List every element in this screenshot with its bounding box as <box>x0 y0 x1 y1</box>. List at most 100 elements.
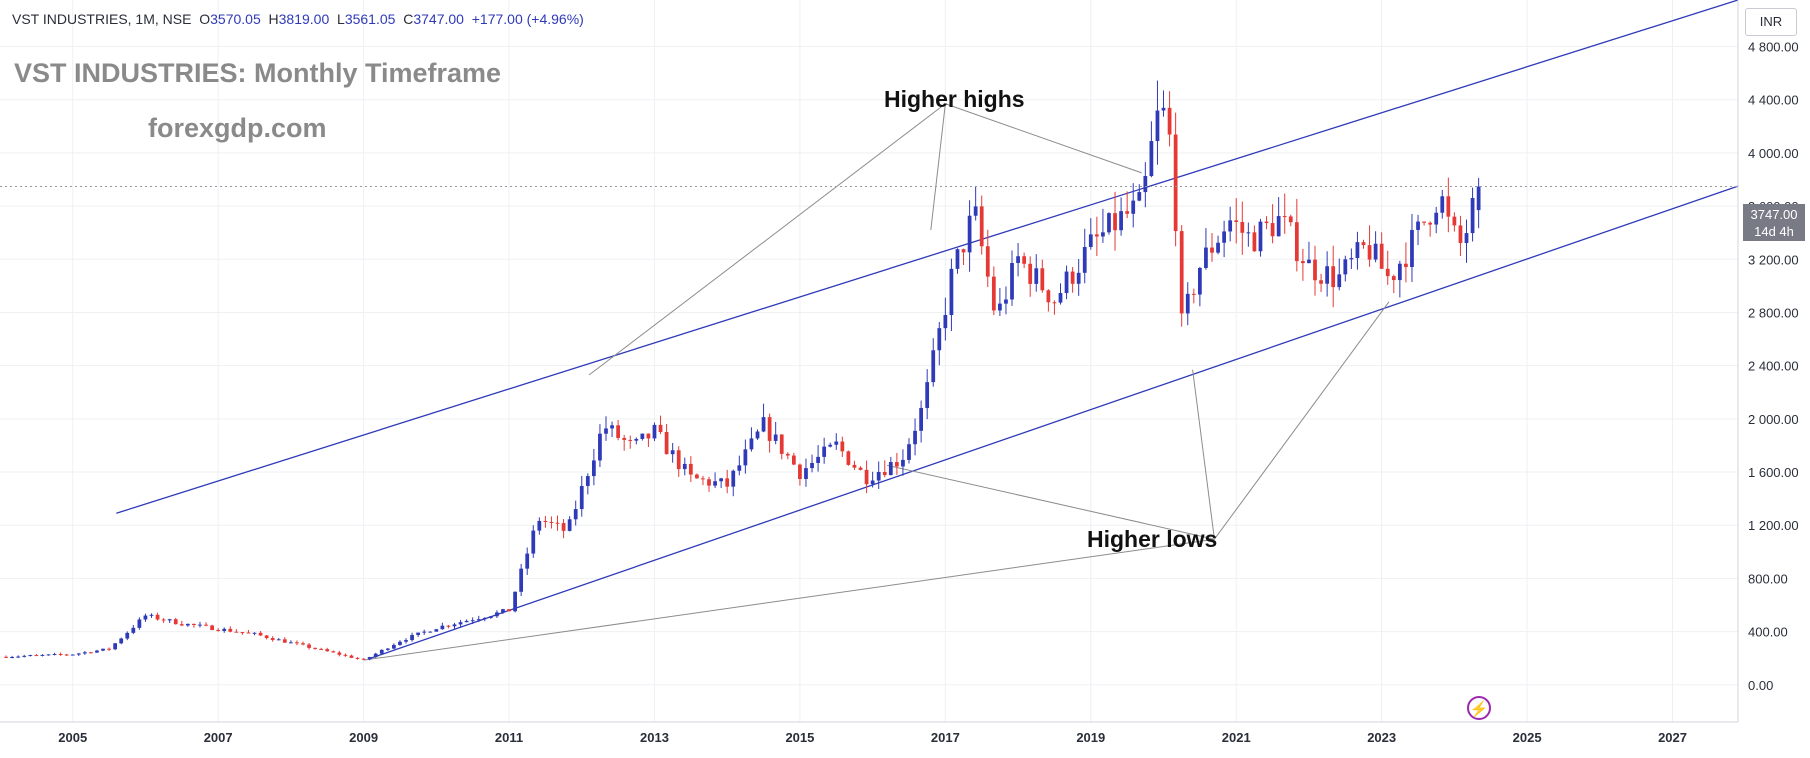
candle-body <box>513 591 517 612</box>
candle-body <box>519 568 524 592</box>
candle-body <box>1034 268 1039 284</box>
candle-body <box>1428 222 1433 225</box>
candle-body <box>1155 110 1160 142</box>
candle-body <box>16 656 21 658</box>
candle-body <box>1107 213 1111 233</box>
candle-body <box>846 451 851 465</box>
candle-body <box>676 450 681 470</box>
candle-body <box>1325 266 1330 284</box>
candle-body <box>1222 231 1226 243</box>
candle-body <box>228 628 233 632</box>
candle-body <box>822 446 827 457</box>
candle-body <box>1379 243 1384 269</box>
candle-body <box>737 465 742 471</box>
candle-body <box>991 276 996 311</box>
candle-body <box>1252 232 1257 252</box>
candle-body <box>1028 263 1033 284</box>
candle-body <box>1131 200 1136 214</box>
candle-body <box>198 624 202 626</box>
y-tick-label: 1 600.00 <box>1748 465 1799 480</box>
channel-upper-line[interactable] <box>116 0 1739 514</box>
y-tick-label: 4 800.00 <box>1748 40 1799 55</box>
candle-body <box>876 472 881 481</box>
candle-body <box>1058 293 1063 303</box>
candle-body <box>1337 274 1342 288</box>
candle-body <box>1204 247 1208 268</box>
change-value: +177.00 (+4.96%) <box>471 11 584 27</box>
candle-body <box>634 438 639 441</box>
higher-low-pointer <box>1214 301 1390 540</box>
candle-body <box>161 619 166 621</box>
y-tick-label: 0.00 <box>1748 678 1773 693</box>
candle-body <box>1294 222 1299 262</box>
candle-body <box>70 654 75 656</box>
candle-body <box>828 444 833 447</box>
candle-body <box>955 249 960 269</box>
candle-body <box>919 407 923 431</box>
candle-body <box>82 652 87 654</box>
candle-body <box>1094 234 1099 237</box>
y-tick-label: 4 000.00 <box>1748 146 1799 161</box>
candle-body <box>422 631 427 633</box>
candle-body <box>894 462 899 467</box>
candles <box>4 80 1481 661</box>
currency-button[interactable]: INR <box>1745 8 1797 36</box>
candle-body <box>610 425 614 429</box>
lightning-icon[interactable]: ⚡ <box>1467 696 1491 720</box>
candle-body <box>585 476 590 486</box>
candle-body <box>998 303 1002 311</box>
candle-body <box>276 639 281 641</box>
higher-lows-label: Higher lows <box>1087 526 1218 552</box>
candle-body <box>598 433 602 461</box>
candle-body <box>1410 229 1414 268</box>
candle-body <box>1404 263 1408 268</box>
candle-body <box>452 624 457 627</box>
candle-body <box>476 619 481 621</box>
candle-body <box>58 653 63 655</box>
candle-body <box>1010 263 1014 300</box>
candle-body <box>404 640 408 642</box>
candle-body <box>301 643 305 645</box>
candle-body <box>943 315 948 329</box>
candle-body <box>1161 107 1166 111</box>
price-channel[interactable] <box>116 0 1739 659</box>
candle-body <box>1476 186 1481 211</box>
candle-body <box>1088 234 1093 247</box>
candle-body <box>537 520 542 531</box>
candle-body <box>113 643 118 650</box>
candle-body <box>773 434 778 441</box>
candle-body <box>34 655 39 657</box>
candle-body <box>985 246 990 277</box>
candle-body <box>779 434 784 454</box>
y-tick-label: 2 800.00 <box>1748 305 1799 320</box>
candle-body <box>192 623 196 625</box>
candle-body <box>1258 221 1263 252</box>
channel-lower-line[interactable] <box>370 185 1739 659</box>
candle-body <box>901 459 905 467</box>
candle-body <box>743 449 748 466</box>
candle-body <box>1082 246 1087 273</box>
candle-body <box>1355 242 1360 259</box>
candle-body <box>1331 266 1336 288</box>
candle-body <box>1422 221 1426 223</box>
annotation-pointers <box>363 103 1390 661</box>
candle-body <box>1216 242 1220 253</box>
higher-low-pointer <box>1192 369 1215 540</box>
candle-body <box>622 437 627 440</box>
close-label: C <box>403 11 414 27</box>
candle-body <box>1416 221 1420 230</box>
higher-high-pointer <box>588 103 946 376</box>
candle-body <box>46 654 51 656</box>
candle-body <box>1167 107 1172 135</box>
candle-body <box>840 441 845 452</box>
candle-body <box>1307 259 1311 264</box>
candle-body <box>1349 258 1354 260</box>
candle-body <box>258 632 263 636</box>
time-axis[interactable]: 2005 2007 2009 2011 2013 2015 2017 2019 2021 2023… <box>58 730 1687 745</box>
symbol-label[interactable]: VST INDUSTRIES, 1M, NSE <box>12 11 192 27</box>
candle-body <box>1022 256 1027 264</box>
candle-body <box>361 658 366 660</box>
candle-body <box>282 639 287 643</box>
candle-body <box>979 206 984 247</box>
